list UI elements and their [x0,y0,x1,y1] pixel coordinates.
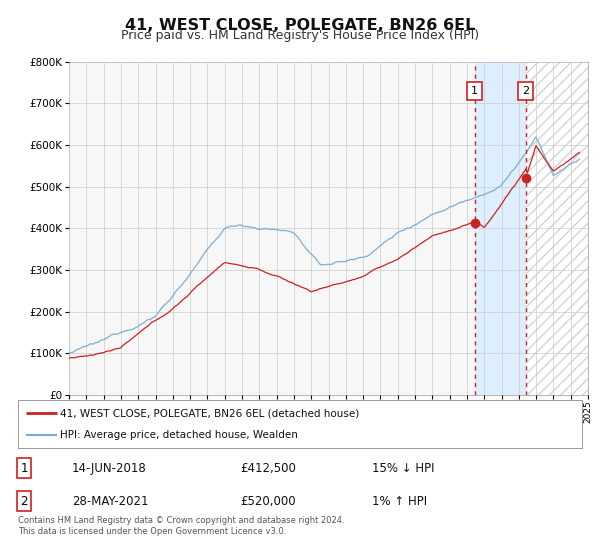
Text: £412,500: £412,500 [240,461,296,475]
Bar [526,62,588,395]
Text: 15% ↓ HPI: 15% ↓ HPI [372,461,434,475]
Bar [475,62,526,395]
Text: Price paid vs. HM Land Registry's House Price Index (HPI): Price paid vs. HM Land Registry's House … [121,29,479,42]
Text: 41, WEST CLOSE, POLEGATE, BN26 6EL: 41, WEST CLOSE, POLEGATE, BN26 6EL [125,18,475,33]
Text: 1% ↑ HPI: 1% ↑ HPI [372,494,427,507]
Text: 2: 2 [523,86,529,96]
Text: Contains HM Land Registry data © Crown copyright and database right 2024.
This d: Contains HM Land Registry data © Crown c… [18,516,344,536]
Text: 14-JUN-2018: 14-JUN-2018 [72,461,147,475]
Text: 41, WEST CLOSE, POLEGATE, BN26 6EL (detached house): 41, WEST CLOSE, POLEGATE, BN26 6EL (deta… [60,408,359,418]
Text: £520,000: £520,000 [240,494,296,507]
Text: 28-MAY-2021: 28-MAY-2021 [72,494,149,507]
Text: 2: 2 [20,494,28,507]
Text: 1: 1 [471,86,478,96]
Text: HPI: Average price, detached house, Wealden: HPI: Average price, detached house, Weal… [60,430,298,440]
Bar [526,62,588,395]
Text: 1: 1 [20,461,28,475]
